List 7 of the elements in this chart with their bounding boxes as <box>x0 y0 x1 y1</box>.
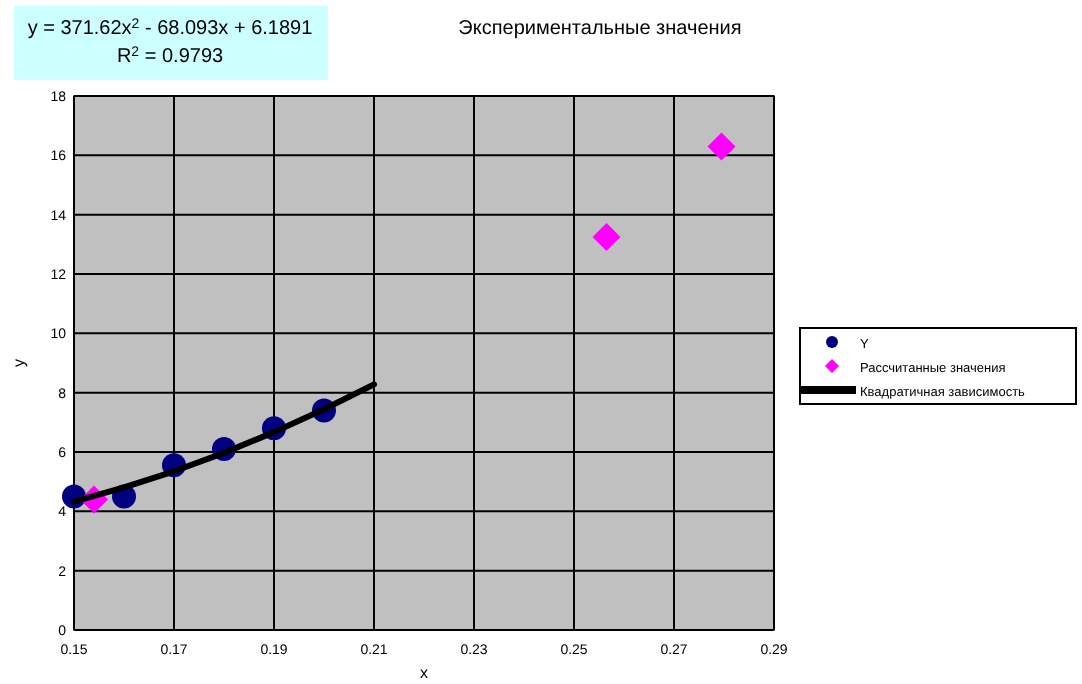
chart-title: Экспериментальные значения <box>458 18 742 40</box>
text: R$^{2}$ = 0.9793 <box>116 45 224 68</box>
y-axis-title: y <box>10 359 28 367</box>
point <box>592 222 621 251</box>
point <box>707 132 736 161</box>
x-axis-title: x <box>420 664 428 682</box>
text: y = 371.62x$^{2}$ - 68.093x + 6.1891 <box>27 17 314 40</box>
